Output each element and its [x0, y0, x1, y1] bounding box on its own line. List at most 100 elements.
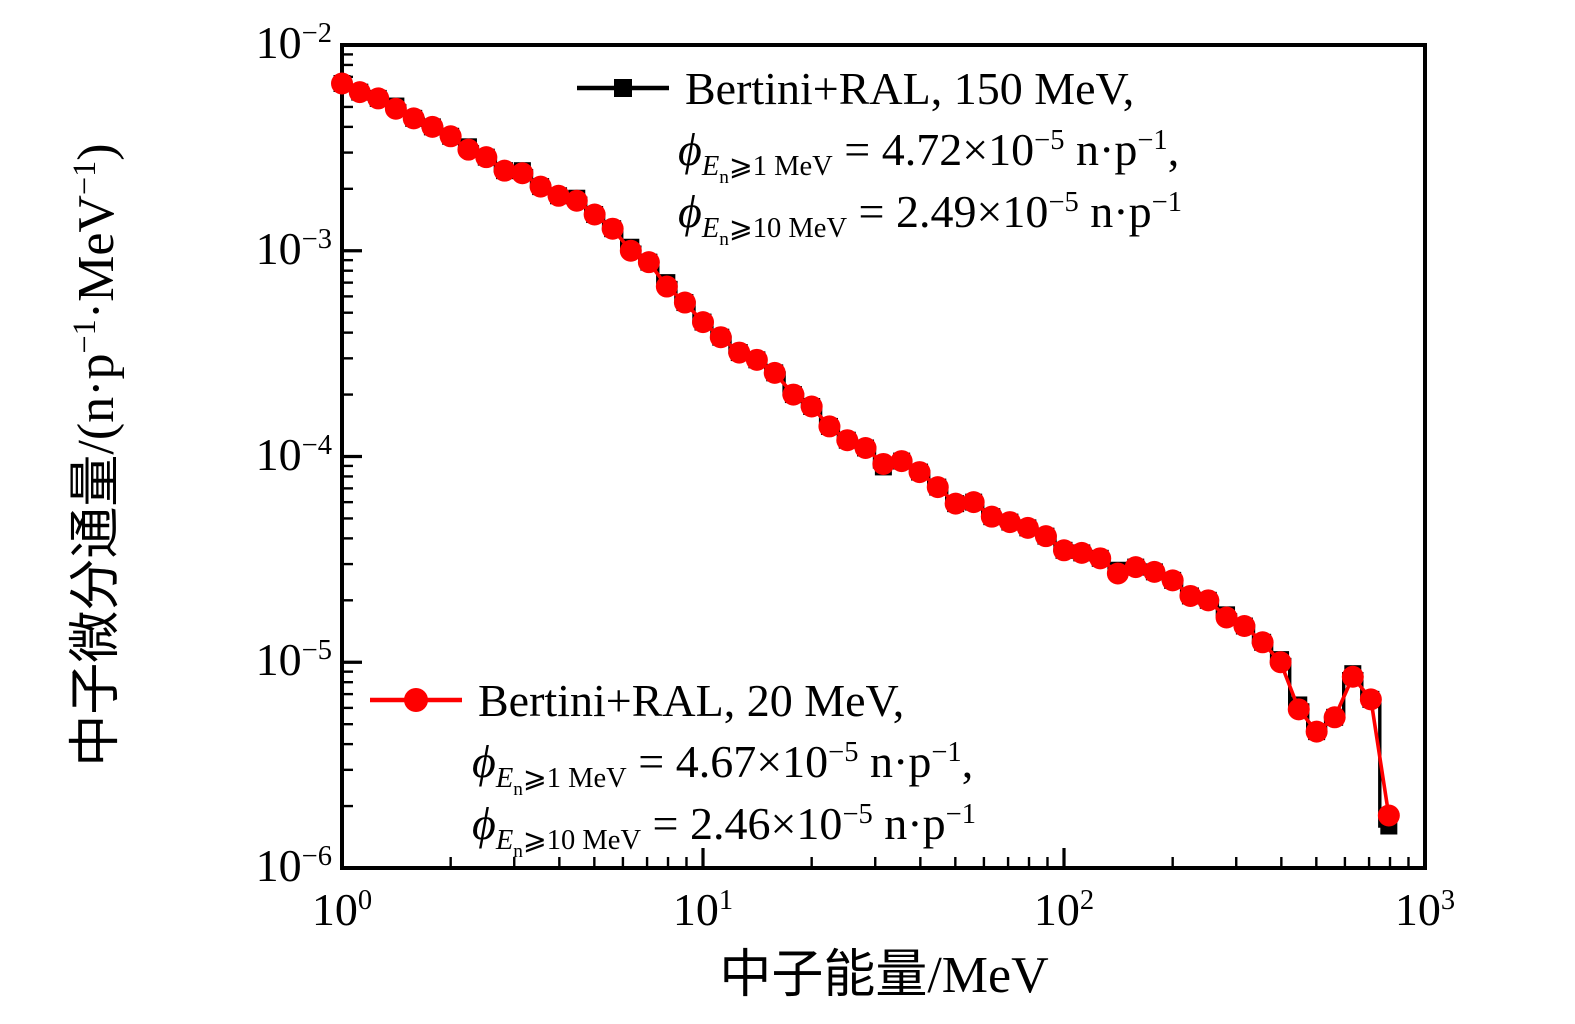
math-token: E: [495, 762, 514, 794]
math-token: = 4.67×10: [626, 736, 829, 787]
series-20mev-circle-marker: [547, 184, 570, 207]
series-20mev-circle-marker: [331, 72, 353, 95]
series-20mev-circle-marker: [1359, 688, 1382, 711]
math-token: ϕ: [678, 124, 702, 175]
math-token: ): [68, 143, 125, 161]
legend-series-label: Bertini+RAL, 20 MeV,: [478, 674, 905, 726]
series-20mev-circle-marker: [493, 159, 516, 182]
series-20mev-circle-marker: [1251, 631, 1274, 654]
y-tick-label: 10−6: [172, 838, 332, 901]
series-20mev-circle-marker: [673, 291, 696, 314]
series-20mev-circle-marker: [692, 311, 714, 334]
math-token: 10: [1394, 884, 1441, 935]
math-token: −5: [828, 737, 859, 769]
series-20mev-circle-marker: [1197, 589, 1220, 612]
y-tick-label: 10−2: [172, 15, 332, 78]
math-token: −5: [1034, 125, 1065, 157]
y-tick-label: 10−3: [172, 221, 332, 284]
math-token: 10: [255, 429, 302, 480]
series-20mev-circle-marker: [1215, 606, 1238, 629]
math-token: ϕ: [472, 798, 496, 849]
math-token: 10: [255, 634, 302, 685]
series-20mev-circle-marker: [836, 429, 859, 452]
math-token: −1: [1151, 187, 1182, 219]
series-20mev-circle-marker: [1124, 556, 1147, 579]
legend-title-row: Bertini+RAL, 20 MeV,: [368, 669, 976, 731]
series-20mev-circle-marker: [1016, 516, 1039, 539]
series-20mev-circle-marker: [1070, 541, 1093, 564]
y-tick-label: 10−4: [172, 427, 332, 490]
math-token: ⩾10 MeV: [728, 212, 848, 244]
math-token: n: [719, 167, 729, 189]
series-20mev-circle-marker: [601, 217, 624, 240]
math-token: = 4.72×10: [832, 124, 1035, 175]
math-token: −3: [301, 224, 332, 256]
math-token: ,: [1167, 124, 1180, 175]
legend-title-row: Bertini+RAL, 150 MeV,: [575, 57, 1182, 119]
math-token: −1: [66, 160, 103, 196]
math-token: −5: [301, 635, 332, 667]
series-20mev-circle-marker: [529, 175, 552, 198]
series-20mev-circle-marker: [565, 189, 588, 212]
series-20mev-circle-marker: [1089, 547, 1112, 570]
series-20mev-circle-marker: [457, 138, 480, 161]
series-20mev-circle-marker: [745, 348, 768, 371]
math-token: n: [719, 229, 729, 251]
math-token: 10: [672, 884, 719, 935]
series-20mev-circle-marker: [619, 239, 642, 262]
series-20mev-circle-marker: [1161, 569, 1184, 592]
series-20mev-circle-marker: [1143, 560, 1166, 583]
series-20mev-circle-marker: [1269, 651, 1292, 674]
math-token: −6: [301, 841, 332, 873]
legend-phi-formula: ϕEn⩾10 MeV = 2.46×10−5 n·p−1: [368, 793, 976, 862]
series-20mev-circle-marker: [872, 452, 895, 475]
math-token: ϕ: [472, 736, 496, 787]
series-20mev-circle-marker: [1106, 562, 1129, 585]
math-token: 10: [255, 17, 302, 68]
math-token: E: [701, 150, 720, 182]
series-20mev-circle-marker: [1323, 706, 1346, 729]
series-20mev-circle-marker: [1287, 698, 1310, 721]
series-20mev-circle-marker: [583, 203, 606, 226]
series-20mev-circle-marker: [475, 146, 498, 169]
series-20mev-circle-marker: [908, 461, 931, 484]
math-token: ⩾10 MeV: [522, 824, 642, 856]
series-20mev-circle-marker: [998, 511, 1021, 534]
legend-series-label: Bertini+RAL, 150 MeV,: [685, 62, 1135, 114]
math-token: E: [495, 824, 514, 856]
x-tick-label: 100: [262, 882, 422, 945]
series-20mev-circle-marker: [1053, 539, 1075, 562]
math-token: = 2.46×10: [641, 798, 843, 849]
series-20mev-circle-marker: [1377, 804, 1400, 827]
math-token: 10: [255, 840, 302, 891]
series-20mev-circle-marker: [854, 436, 877, 459]
math-token: 3: [1440, 885, 1456, 917]
series-20mev-circle-marker: [962, 491, 985, 514]
math-token: −4: [301, 430, 332, 462]
math-token: ⩾1 MeV: [728, 150, 833, 182]
math-token: ϕ: [678, 186, 702, 237]
math-token: n: [513, 779, 523, 801]
math-token: n·p: [1078, 186, 1152, 237]
series-20mev-circle-marker: [763, 361, 786, 384]
plot-frame: [340, 43, 1427, 870]
y-axis-label: 中子微分通量/(n·p−1·MeV−1): [55, 0, 139, 955]
series-20mev-circle-marker: [367, 87, 390, 110]
series-20mev-circle-marker: [439, 125, 462, 148]
legend-circle-marker-icon: [370, 688, 462, 712]
series-20mev-circle-marker: [818, 415, 841, 438]
math-token: −1: [66, 319, 103, 354]
series-20mev-circle-marker: [1341, 665, 1364, 688]
series-20mev-circle-marker: [384, 97, 407, 120]
series-20mev-circle-marker: [800, 395, 823, 418]
math-token: 10: [311, 884, 358, 935]
math-token: 10: [1033, 884, 1080, 935]
math-token: ·MeV: [68, 195, 125, 320]
math-token: −5: [1048, 187, 1079, 219]
math-token: −2: [301, 18, 332, 50]
series-20mev-circle-marker: [709, 326, 732, 349]
legend-phi-formula: ϕEn⩾1 MeV = 4.67×10−5 n·p−1,: [368, 731, 976, 800]
series-20mev-circle-marker: [944, 492, 967, 515]
